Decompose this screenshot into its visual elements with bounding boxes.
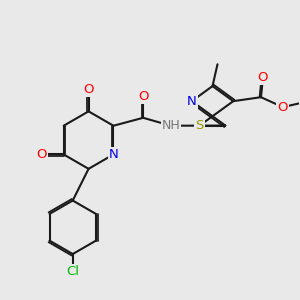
Text: Cl: Cl: [66, 266, 79, 278]
Text: S: S: [196, 119, 204, 132]
Text: NH: NH: [161, 119, 180, 132]
Text: O: O: [83, 83, 94, 96]
Text: O: O: [278, 100, 288, 114]
Text: O: O: [37, 148, 47, 161]
Text: O: O: [138, 89, 148, 103]
Text: O: O: [258, 71, 268, 84]
Text: N: N: [109, 148, 118, 161]
Text: N: N: [187, 95, 197, 108]
